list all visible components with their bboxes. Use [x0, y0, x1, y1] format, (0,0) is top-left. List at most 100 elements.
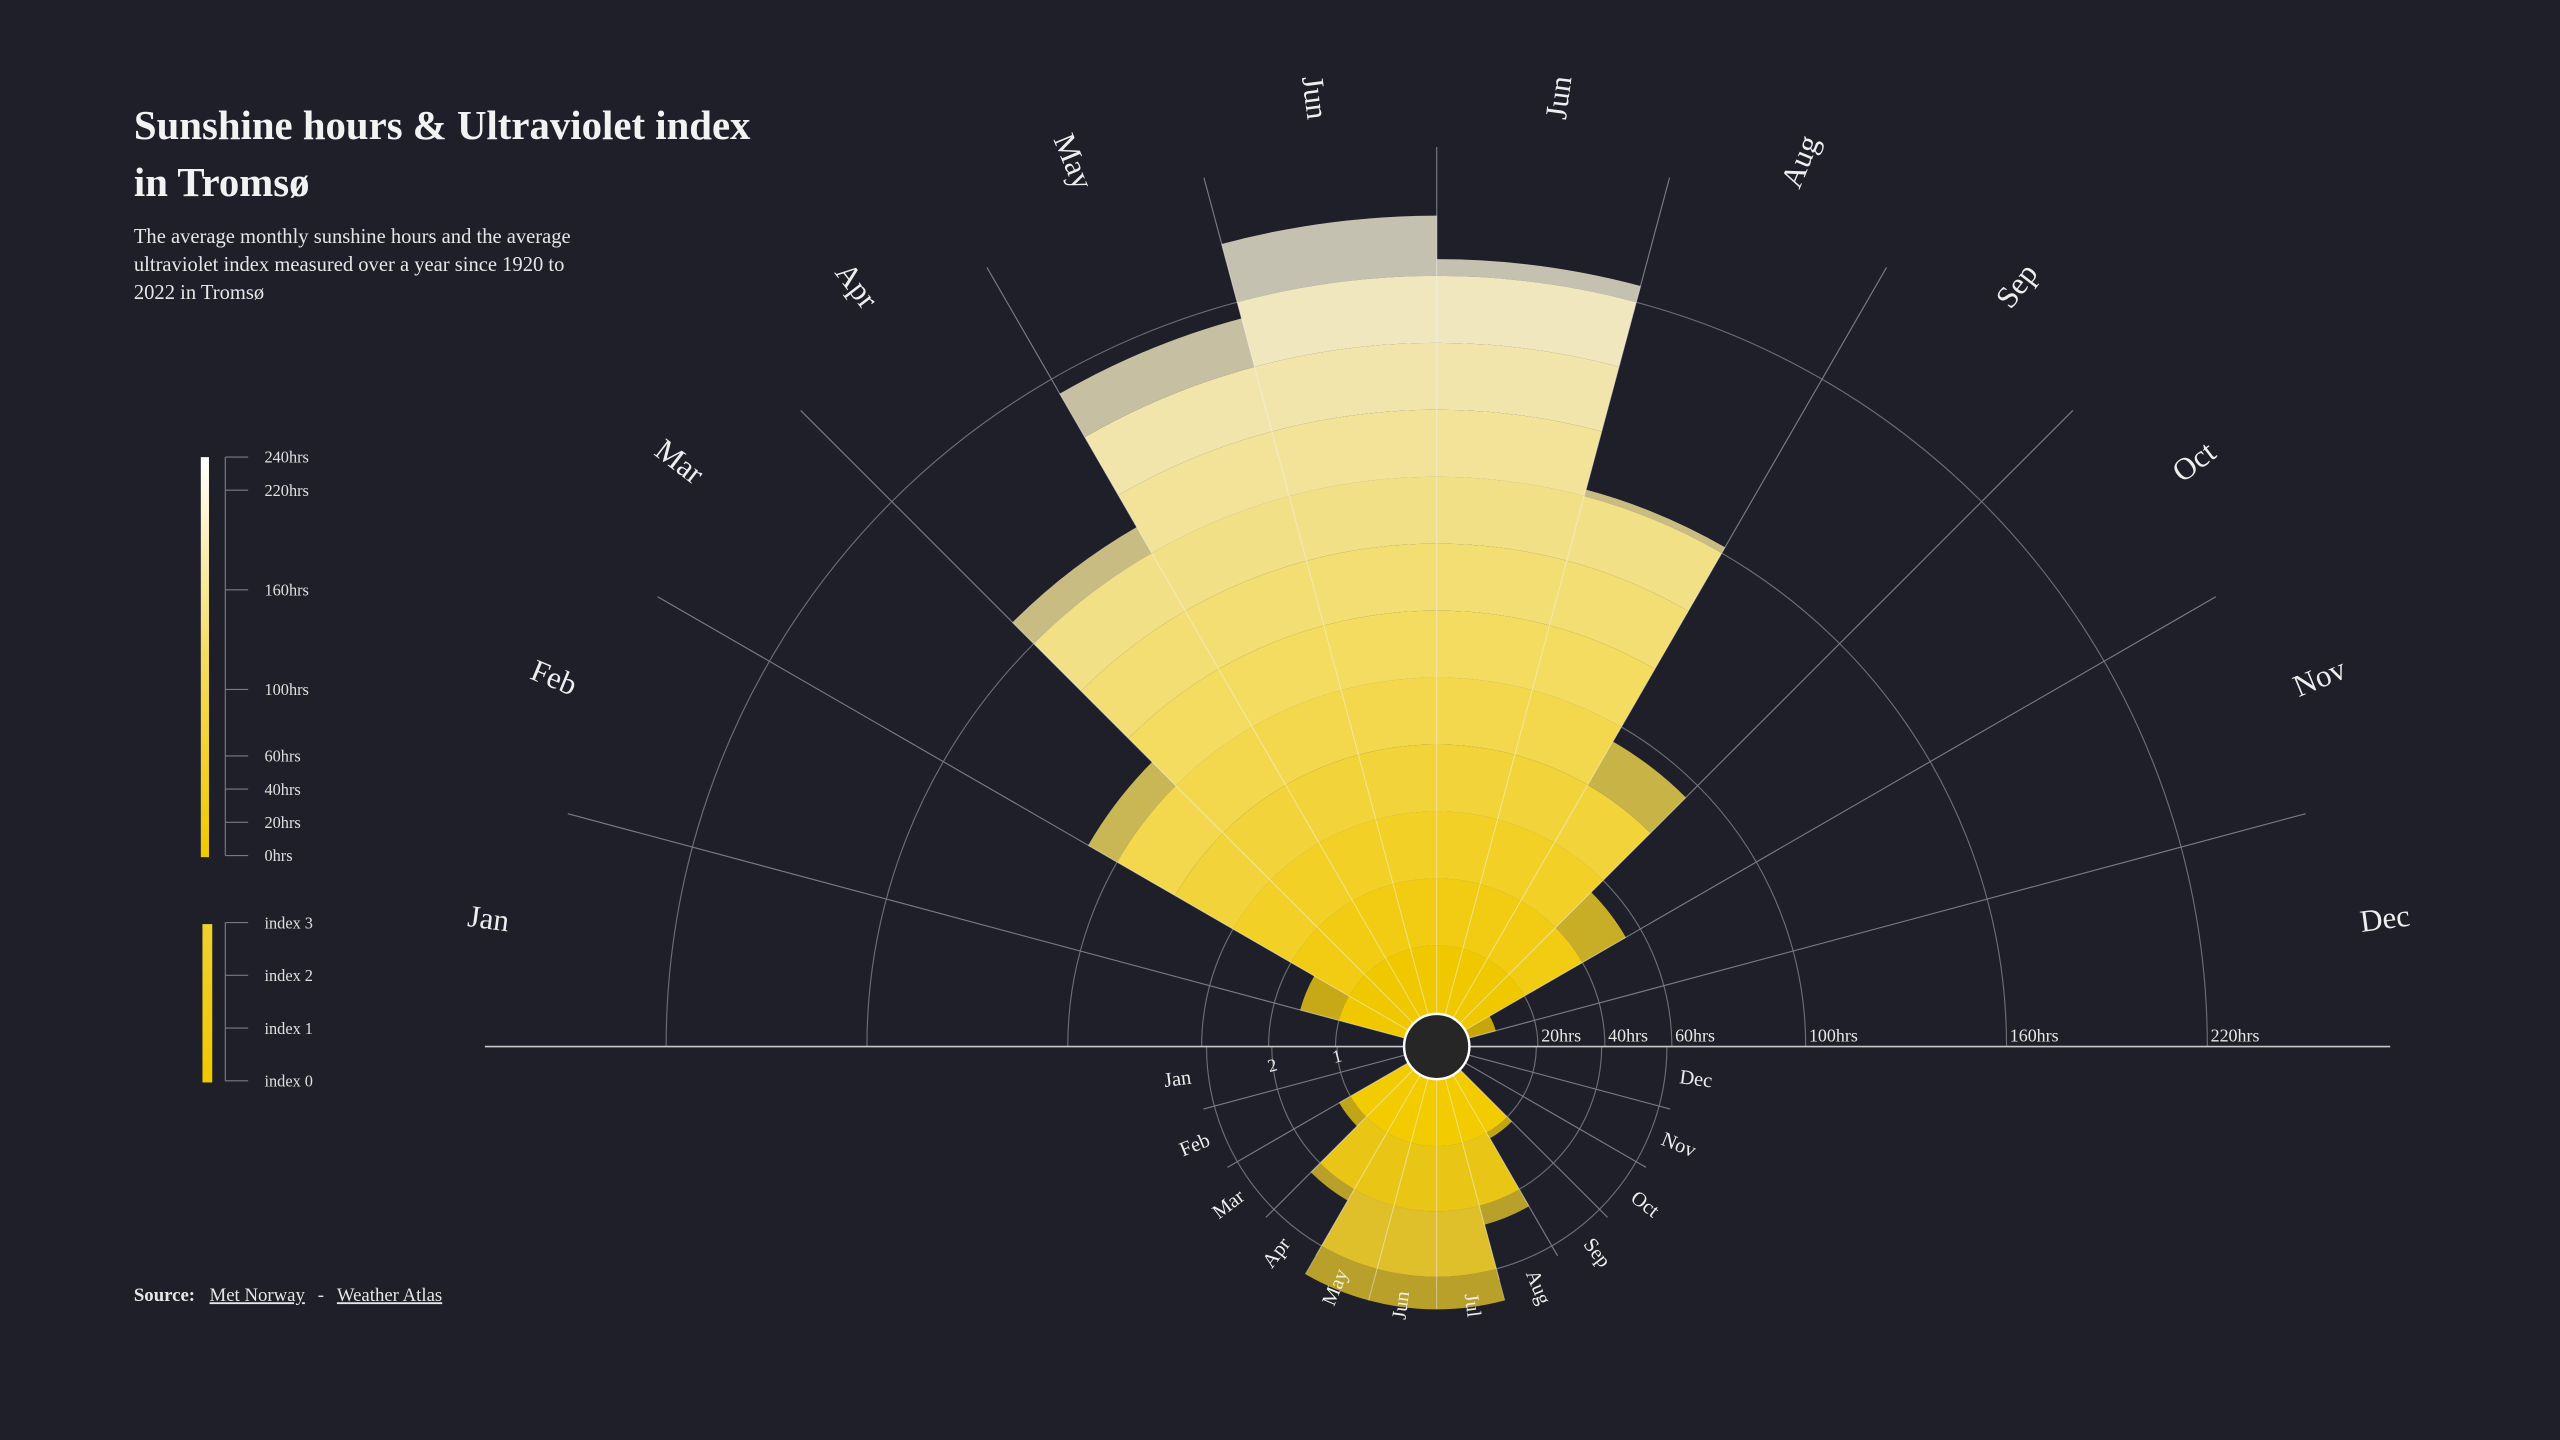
uv-band — [1436, 1205, 1497, 1277]
sunshine-radial-tick-label: 20hrs — [1541, 1026, 1581, 1046]
uv-legend-label: index 3 — [264, 913, 312, 932]
sunshine-band — [1151, 496, 1307, 612]
sunshine-band — [1128, 669, 1253, 786]
sunshine-band — [1393, 878, 1437, 949]
sunshine-band — [1352, 884, 1411, 959]
sunshine-band — [1341, 677, 1437, 755]
sunshine-band — [1436, 677, 1533, 755]
sunshine-band — [1175, 832, 1271, 929]
sunshine-month-label: Apr — [828, 256, 886, 316]
uv-radial-tick-label: 2 — [1265, 1054, 1279, 1076]
uv-band — [1321, 1189, 1395, 1269]
sunshine-radial-tick-label: 60hrs — [1675, 1026, 1715, 1046]
subtitle-line-2: ultraviolet index measured over a year s… — [134, 254, 565, 276]
uv-legend-label: index 0 — [264, 1072, 312, 1091]
sunshine-band-partial — [1221, 215, 1437, 303]
sunshine-band — [1319, 819, 1394, 901]
sunshine-band — [1532, 625, 1655, 727]
sunshine-band — [1554, 784, 1651, 881]
source-link-met-norway[interactable]: Met Norway — [210, 1285, 306, 1306]
sunshine-bar-edge — [1087, 844, 1437, 1047]
source-text: Source: Met Norway - Weather Atlas — [134, 1285, 442, 1306]
sunshine-month-label: Jun — [1538, 73, 1578, 121]
sunshine-legend-label: 240hrs — [264, 448, 308, 467]
sunshine-band — [1306, 543, 1437, 626]
sunshine-band — [1252, 690, 1359, 785]
sunshine-band-partial — [1300, 975, 1350, 1021]
sunshine-band — [1514, 690, 1622, 785]
sunshine-month-label: Dec — [2358, 898, 2412, 939]
sunshine-bar-mar — [1087, 761, 1438, 1047]
sunshine-band — [1436, 543, 1567, 626]
uv-month-label: Oct — [1626, 1187, 1663, 1223]
page-title-line-1: Sunshine hours & Ultraviolet index — [134, 103, 751, 148]
sunshine-band — [1223, 784, 1320, 881]
sunshine-band — [1118, 431, 1290, 554]
uv-legend: index 3 index 2 index 1 index 0 — [202, 913, 313, 1091]
sunshine-band — [1436, 342, 1619, 432]
sunshine-band — [1487, 900, 1556, 975]
sunshine-band — [1508, 927, 1583, 996]
sunshine-legend-label: 220hrs — [264, 481, 308, 500]
sunshine-band — [1185, 560, 1324, 670]
uv-month-label: Sep — [1579, 1234, 1615, 1272]
sunshine-legend-label: 160hrs — [264, 581, 308, 600]
sunshine-month-label: Aug — [1773, 130, 1826, 193]
sunshine-band-partial — [1088, 761, 1176, 863]
uv-band — [1436, 1142, 1480, 1212]
sunshine-legend-label: 0hrs — [264, 846, 292, 865]
sunshine-band — [1270, 842, 1353, 928]
uv-bar-edge — [1368, 1046, 1438, 1301]
sunshine-band — [1175, 726, 1286, 833]
uv-month-label: Apr — [1258, 1234, 1295, 1273]
uv-month-label: Mar — [1209, 1185, 1250, 1223]
sunshine-band — [1033, 553, 1186, 691]
sunshine-band — [1436, 409, 1602, 497]
sunshine-band — [1375, 811, 1437, 885]
uv-band-partial — [1436, 1268, 1505, 1310]
sunshine-band — [1462, 884, 1521, 959]
sunshine-band — [1497, 754, 1588, 843]
sunshine-bar-aug — [1436, 489, 1726, 1047]
sunshine-band-partial — [1587, 741, 1686, 833]
sunshine-band — [1081, 611, 1219, 739]
source-link-weather-atlas[interactable]: Weather Atlas — [337, 1285, 442, 1306]
sunshine-band — [1436, 811, 1498, 885]
sunshine-month-label: Mar — [649, 432, 712, 492]
uv-band — [1462, 1132, 1520, 1206]
sunshine-band — [1436, 610, 1550, 691]
uv-month-spoke — [1436, 1046, 1647, 1168]
uv-band — [1354, 1132, 1411, 1206]
uv-month-label: Aug — [1521, 1267, 1555, 1308]
sunshine-bar-edge — [1436, 489, 1587, 1047]
sunshine-band — [1218, 625, 1342, 727]
sunshine-band — [1291, 927, 1366, 996]
sunshine-band-partial — [1436, 259, 1641, 303]
source-label: Source: — [134, 1285, 195, 1306]
sunshine-bar-may — [1059, 318, 1438, 1047]
source-line: Source: Met Norway - Weather Atlas — [134, 1285, 442, 1306]
uv-band-partial — [1305, 1245, 1378, 1301]
sunshine-band — [1323, 610, 1437, 691]
sunshine-legend-label: 100hrs — [264, 680, 308, 699]
sunshine-bar-jun — [1221, 215, 1438, 1047]
subtitle-line-1: The average monthly sunshine hours and t… — [134, 226, 571, 248]
sunshine-month-label: Nov — [2288, 651, 2351, 704]
sunshine-band-partial — [1059, 318, 1255, 438]
sunshine-bars — [1012, 215, 1726, 1048]
uv-month-label: Dec — [1678, 1066, 1713, 1092]
sunshine-month-label: May — [1047, 128, 1101, 194]
uv-band — [1377, 1205, 1437, 1277]
sunshine-bar-edge — [1012, 621, 1438, 1047]
sunshine-month-spoke — [567, 813, 1437, 1048]
sunshine-month-label: Feb — [526, 652, 582, 702]
sunshine-band — [1549, 560, 1689, 670]
sunshine-band — [1358, 744, 1437, 820]
sunshine-legend-label: 20hrs — [264, 813, 300, 832]
sunshine-band — [1317, 900, 1387, 975]
sunshine-band-partial — [1555, 892, 1626, 963]
sunshine-bar-jun — [1436, 259, 1641, 1047]
uv-month-label: Jul — [1460, 1292, 1485, 1319]
sunshine-bar-edge — [1221, 243, 1438, 1047]
